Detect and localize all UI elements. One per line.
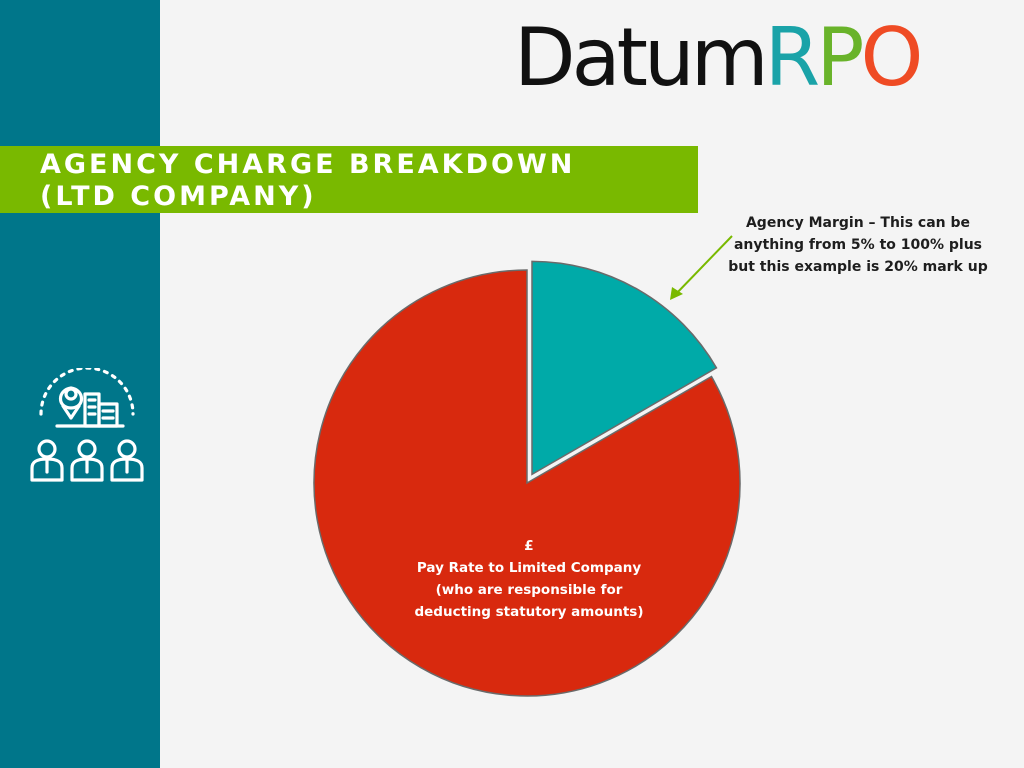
title-line-2: (LTD COMPANY) <box>40 181 317 212</box>
pie-slice-agency-margin <box>531 260 718 476</box>
left-color-band <box>0 0 160 768</box>
title-line-1: AGENCY CHARGE BREAKDOWN <box>40 149 576 180</box>
agency-margin-label-line-1: Agency Margin – This can be <box>745 215 971 231</box>
pay-rate-label-line-3: (who are responsible for <box>435 582 623 598</box>
title-banner <box>0 146 698 213</box>
pay-rate-label-line-1: £ <box>524 538 534 554</box>
pay-rate-label: £ Pay Rate to Limited Company (who are r… <box>390 535 668 623</box>
logo-letter-p: P <box>816 11 864 104</box>
pay-rate-label-line-2: Pay Rate to Limited Company <box>416 560 642 576</box>
logo-text-datum: Datum <box>514 11 769 104</box>
agency-margin-label: Agency Margin – This can be anything fro… <box>718 212 998 278</box>
logo-letter-o: O <box>860 11 923 104</box>
pay-rate-label-line-4: deducting statutory amounts) <box>414 604 644 620</box>
slide-title: AGENCY CHARGE BREAKDOWN (LTD COMPANY) <box>40 149 640 213</box>
logo-letter-r: R <box>764 11 821 104</box>
callout-arrow <box>670 235 733 300</box>
agency-margin-label-line-2: anything from 5% to 100% plus <box>733 237 982 253</box>
location-buildings-people-icon <box>27 366 147 486</box>
pie-slice-pay-rate-to-limited-company <box>313 269 741 697</box>
agency-margin-label-line-3: but this example is 20% mark up <box>728 259 988 275</box>
pie-slices <box>313 260 741 697</box>
datumrpo-logo: DatumRPO <box>514 18 923 98</box>
